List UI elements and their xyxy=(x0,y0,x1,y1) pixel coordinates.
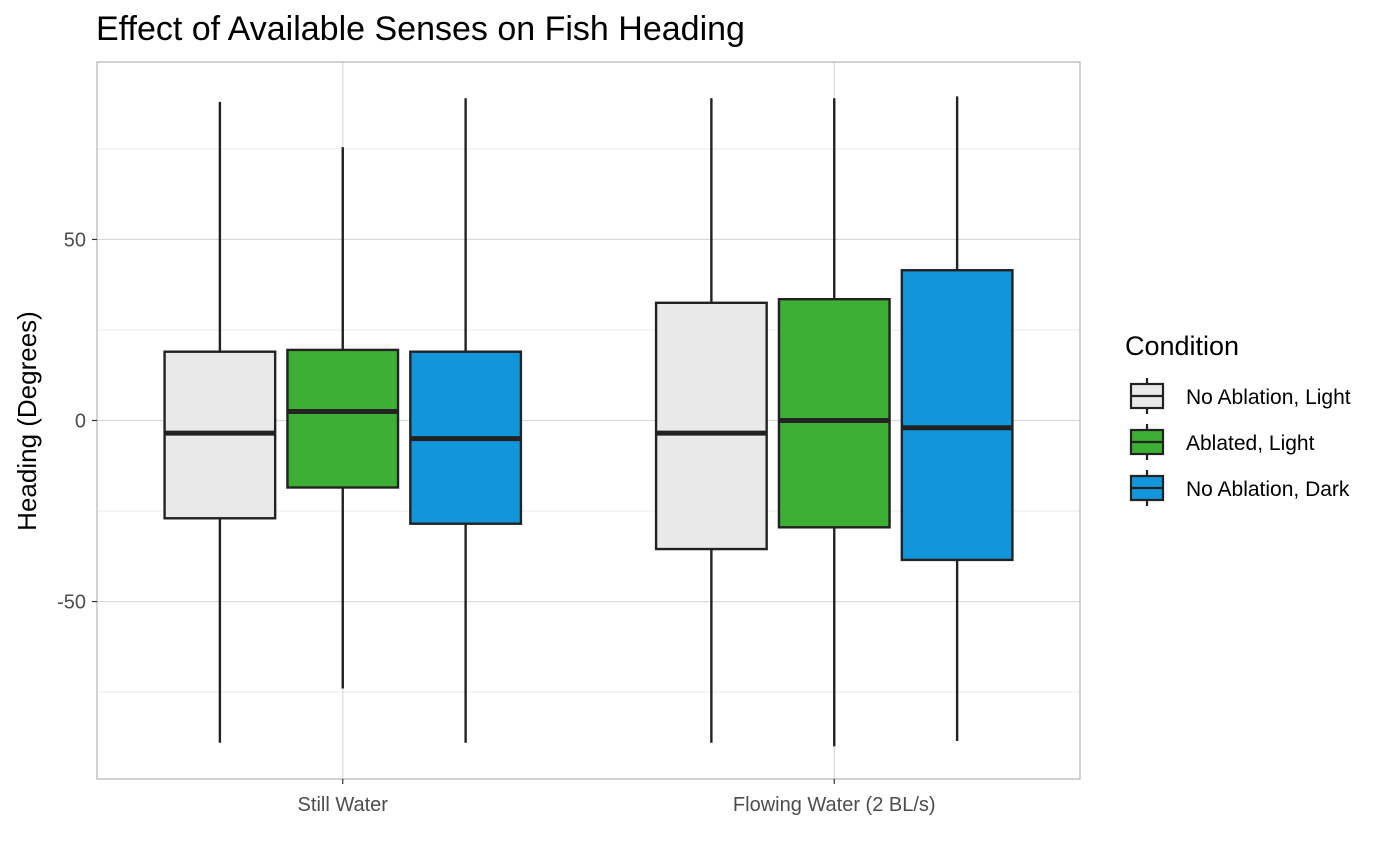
box-0-2 xyxy=(409,98,523,743)
y-tick-label: -50 xyxy=(57,592,86,614)
x-tick-label: Still Water xyxy=(298,794,389,816)
legend-title: Condition xyxy=(1125,331,1239,361)
box-0-1 xyxy=(286,147,400,689)
box-series xyxy=(163,96,1014,747)
box-1-2 xyxy=(900,96,1014,741)
legend-item: No Ablation, Dark xyxy=(1129,470,1350,506)
box-1-1 xyxy=(777,98,891,747)
legend-label: No Ablation, Light xyxy=(1186,386,1351,409)
box-rect xyxy=(286,348,400,489)
box-1-0 xyxy=(654,98,768,743)
box-rect xyxy=(777,297,891,529)
legend-label: Ablated, Light xyxy=(1186,432,1315,455)
y-tick-label: 0 xyxy=(75,411,86,433)
y-axis-title: Heading (Degrees) xyxy=(12,311,42,531)
legend-item: Ablated, Light xyxy=(1129,424,1315,460)
x-tick-label: Flowing Water (2 BL/s) xyxy=(733,794,936,816)
chart-title: Effect of Available Senses on Fish Headi… xyxy=(96,10,745,48)
y-tick-label: 50 xyxy=(64,229,86,251)
box-0-0 xyxy=(163,101,277,743)
box-rect xyxy=(654,301,768,551)
legend-item: No Ablation, Light xyxy=(1129,378,1351,414)
y-axis-ticks: -50 0 50 xyxy=(57,229,97,614)
box-rect xyxy=(900,269,1014,562)
x-axis-ticks: Still Water Flowing Water (2 BL/s) xyxy=(298,779,936,816)
legend-label: No Ablation, Dark xyxy=(1186,478,1350,501)
legend: Condition No Ablation, Light Ablated, Lig… xyxy=(1125,331,1351,506)
